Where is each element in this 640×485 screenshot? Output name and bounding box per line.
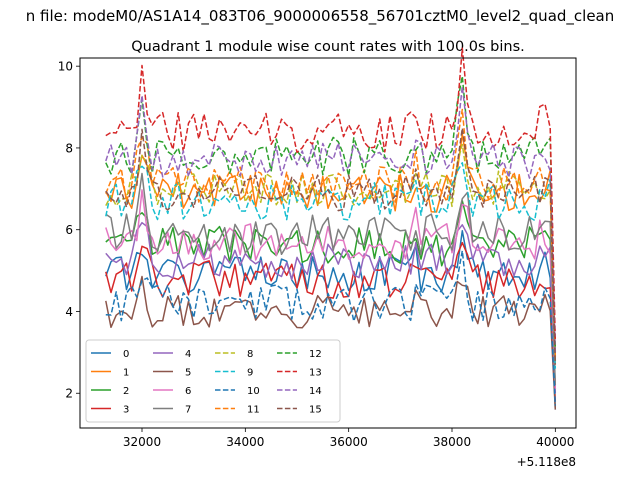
series-line-12	[105, 75, 557, 349]
series-line-11	[105, 108, 557, 357]
x-tick-label: 40000	[536, 435, 574, 449]
series-line-0	[105, 230, 557, 410]
series-line-8	[105, 143, 557, 361]
legend-label-8: 8	[247, 349, 253, 360]
y-tick-label: 4	[65, 305, 73, 319]
legend-label-6: 6	[185, 386, 191, 397]
x-tick-label: 36000	[330, 435, 368, 449]
legend-label-13: 13	[309, 368, 322, 379]
legend-label-10: 10	[247, 386, 260, 397]
plot-frame	[79, 57, 577, 429]
series-line-7	[105, 172, 557, 386]
legend-label-15: 15	[309, 405, 322, 416]
chart-title: Quadrant 1 module wise count rates with …	[131, 39, 525, 55]
legend-box	[85, 339, 341, 423]
series-line-10	[105, 250, 557, 406]
legend-label-5: 5	[185, 368, 191, 379]
legend-label-0: 0	[123, 349, 129, 360]
x-tick-label: 38000	[433, 435, 471, 449]
legend-label-12: 12	[309, 349, 322, 360]
y-tick-label: 10	[58, 60, 73, 74]
chart-suptitle: n file: modeM0/AS1A14_083T06_9000006558_…	[26, 7, 615, 26]
series-line-5	[105, 275, 557, 410]
legend-label-1: 1	[123, 368, 129, 379]
y-tick-label: 8	[65, 141, 73, 155]
series-line-9	[105, 162, 557, 369]
series-line-14	[105, 85, 557, 353]
x-offset-label: +5.118e8	[517, 455, 576, 469]
series-layer	[105, 47, 557, 410]
y-tick-label: 6	[65, 223, 73, 237]
legend-label-4: 4	[185, 349, 191, 360]
x-tick-label: 34000	[226, 435, 264, 449]
x-tick-label: 32000	[123, 435, 161, 449]
legend-label-3: 3	[123, 405, 129, 416]
series-line-13	[105, 47, 557, 341]
legend-label-7: 7	[185, 405, 191, 416]
legend-label-2: 2	[123, 386, 129, 397]
legend-label-9: 9	[247, 368, 253, 379]
series-line-15	[105, 127, 557, 365]
legend-label-14: 14	[309, 386, 322, 397]
legend-label-11: 11	[247, 405, 260, 416]
y-tick-label: 2	[65, 387, 73, 401]
series-line-3	[105, 241, 557, 402]
series-line-4	[105, 221, 557, 394]
